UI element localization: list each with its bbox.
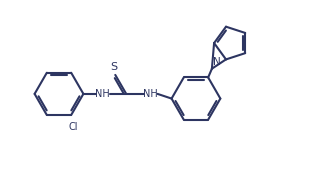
Text: NH: NH bbox=[95, 89, 110, 99]
Text: S: S bbox=[110, 62, 117, 72]
Text: NH: NH bbox=[143, 89, 158, 99]
Text: Cl: Cl bbox=[68, 122, 77, 132]
Text: N: N bbox=[214, 57, 221, 67]
